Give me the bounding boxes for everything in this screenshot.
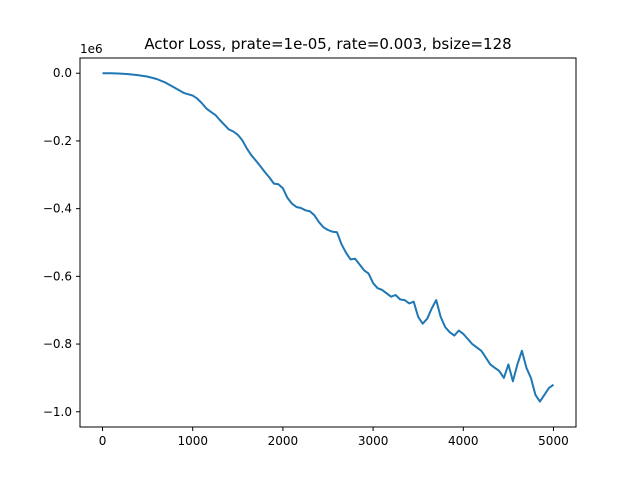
x-tick-label: 4000 bbox=[448, 434, 479, 448]
plot-area bbox=[102, 72, 555, 403]
y-tick-label: −1.0 bbox=[43, 405, 72, 419]
x-tick-label: 0 bbox=[99, 434, 107, 448]
y-tick-label: 0.0 bbox=[53, 66, 72, 80]
x-tick-label: 1000 bbox=[177, 434, 208, 448]
x-tick-label: 3000 bbox=[358, 434, 389, 448]
y-tick-label: −0.6 bbox=[43, 269, 72, 283]
y-tick-label: −0.2 bbox=[43, 134, 72, 148]
y-axis-offset-label: 1e6 bbox=[80, 42, 103, 56]
series-line bbox=[102, 72, 555, 403]
axis-ticks: 0 1000 2000 3000 4000 5000 0.0 −0.2 −0.4 −0.6 −0.8… bbox=[43, 66, 569, 448]
y-tick-label: −0.4 bbox=[43, 202, 72, 216]
chart-title: Actor Loss, prate=1e-05, rate=0.003, bsi… bbox=[144, 35, 511, 53]
axes-frame bbox=[79, 57, 577, 428]
y-tick-label: −0.8 bbox=[43, 337, 72, 351]
x-tick-label: 5000 bbox=[538, 434, 569, 448]
x-tick-label: 2000 bbox=[268, 434, 299, 448]
